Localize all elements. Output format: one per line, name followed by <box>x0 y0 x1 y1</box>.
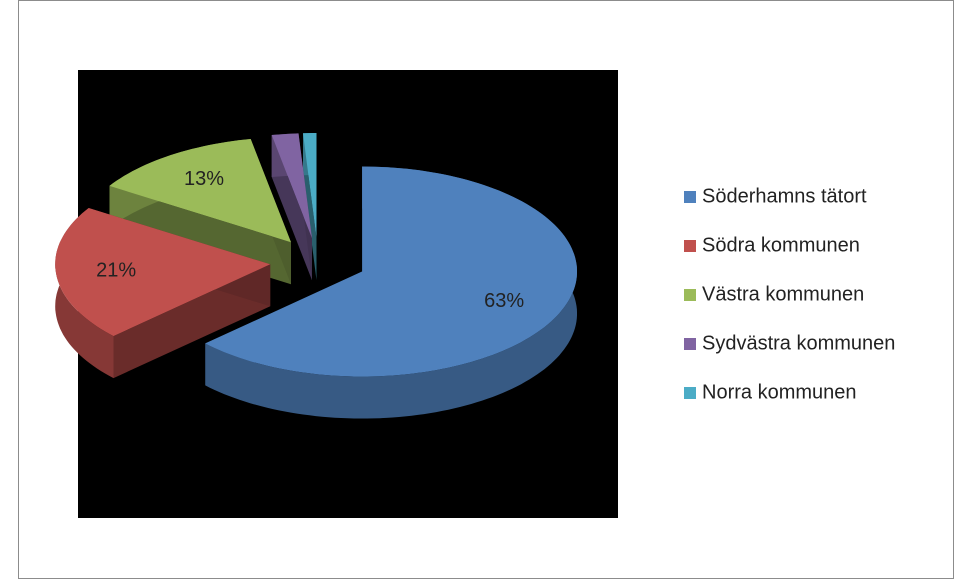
pie-slice <box>205 166 578 377</box>
legend-swatch <box>684 289 696 301</box>
legend-label: Södra kommunen <box>702 234 860 256</box>
legend-swatch <box>684 338 696 350</box>
pie-slice <box>271 133 312 239</box>
legend-label: Sydvästra kommunen <box>702 332 895 354</box>
data-label: 21% <box>96 260 136 282</box>
legend-label: Norra kommunen <box>702 381 857 403</box>
data-label: 63% <box>484 290 524 312</box>
pie-slice <box>55 208 271 337</box>
legend-label: Västra kommunen <box>702 283 864 305</box>
legend-swatch <box>684 240 696 252</box>
legend-label: Söderhamns tätort <box>702 185 867 207</box>
pie-slice <box>303 133 317 238</box>
slice-side <box>205 166 578 419</box>
pie-slice <box>109 139 291 243</box>
legend-swatch <box>684 191 696 203</box>
data-label: 13% <box>184 168 224 190</box>
legend-swatch <box>684 387 696 399</box>
